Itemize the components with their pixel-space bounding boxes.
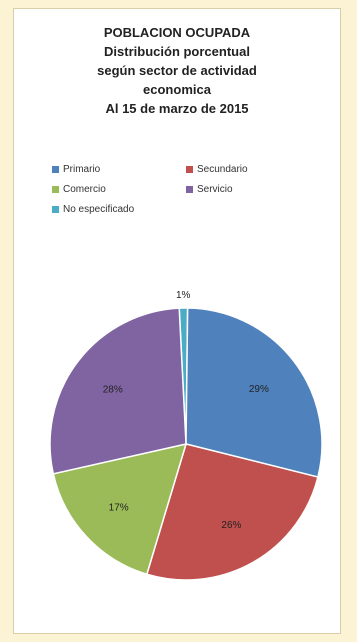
data-label-servicio: 28% (103, 384, 123, 395)
data-label-secundario: 26% (221, 520, 241, 531)
data-label-no-especificado: 1% (176, 290, 191, 301)
legend-swatch-secundario (186, 166, 193, 173)
pie-slice-primario (185, 307, 323, 478)
legend-swatch-no-especificado (52, 206, 59, 213)
title-line-2: Distribución porcentual (104, 44, 250, 59)
legend-swatch-servicio (186, 186, 193, 193)
legend-label-no-especificado: No especificado (63, 204, 135, 215)
data-label-comercio: 17% (109, 503, 129, 514)
title-line-1: POBLACION OCUPADA (103, 25, 251, 40)
pie-slice-servicio (49, 307, 187, 475)
pie-slice-comercio (52, 442, 188, 576)
legend-label-servicio: Servicio (197, 184, 233, 195)
pie-slice-secundario (145, 443, 319, 581)
legend-item-primario: Primario (52, 164, 100, 175)
title-line-4: economica (143, 82, 211, 97)
title-line-5: Al 15 de marzo de 2015 (105, 101, 249, 116)
legend-swatch-primario (52, 166, 59, 173)
data-label-primario: 29% (249, 384, 269, 395)
legend-label-comercio: Comercio (63, 184, 106, 195)
title-line-3: según sector de actividad (97, 63, 257, 78)
chart-title: POBLACION OCUPADA Distribución porcentua… (14, 23, 340, 118)
legend-item-no-especificado: No especificado (52, 204, 134, 215)
legend-swatch-comercio (52, 186, 59, 193)
legend-item-comercio: Comercio (52, 184, 106, 195)
legend-item-servicio: Servicio (186, 184, 233, 195)
legend-item-secundario: Secundario (186, 164, 248, 175)
legend-label-primario: Primario (63, 164, 101, 175)
legend-label-secundario: Secundario (197, 164, 248, 175)
